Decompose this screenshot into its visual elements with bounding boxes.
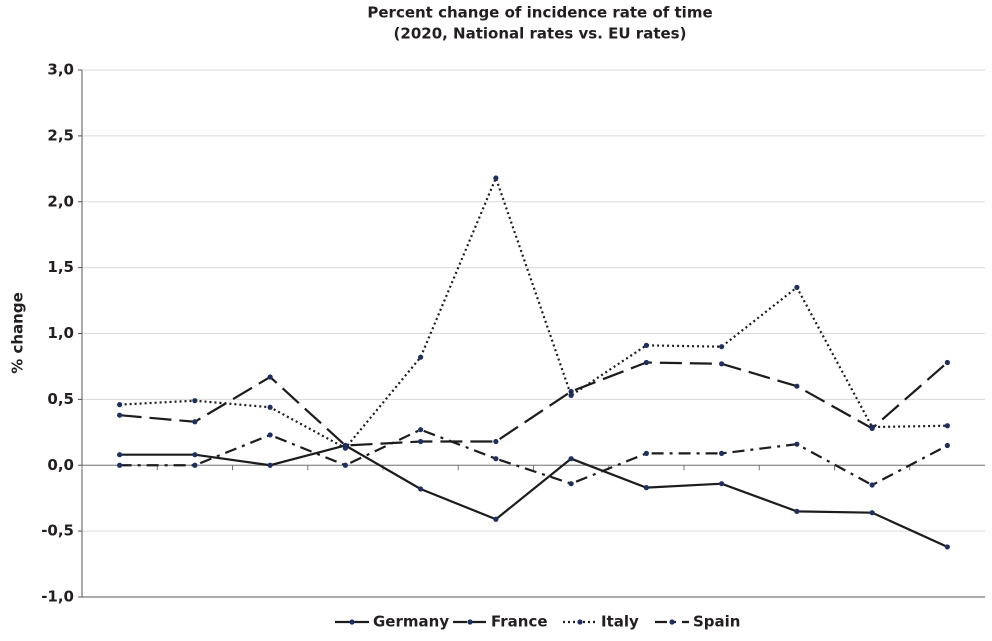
data-point <box>342 445 348 451</box>
data-point <box>192 452 198 458</box>
y-axis-label: % change <box>9 292 27 374</box>
data-point <box>493 456 499 462</box>
data-point <box>493 438 499 445</box>
data-point <box>493 516 499 522</box>
data-point <box>418 427 424 433</box>
y-tick-label: 0,0 <box>47 456 74 474</box>
data-point <box>719 361 725 367</box>
data-point <box>342 462 348 468</box>
legend-label: Germany <box>373 613 449 631</box>
series-line <box>119 174 948 450</box>
chart-subtitle: (2020, National rates vs. EU rates) <box>394 25 687 43</box>
data-point <box>267 432 273 438</box>
series-line <box>119 428 948 487</box>
data-point <box>794 383 800 389</box>
series-line <box>119 444 948 548</box>
data-point <box>719 344 725 350</box>
y-tick-label: -0,5 <box>41 522 74 540</box>
series-line <box>119 361 949 447</box>
chart-title: Percent change of incidence rate of time <box>367 4 712 22</box>
y-tick-label: 3,0 <box>47 61 74 79</box>
data-point <box>794 441 800 447</box>
data-point <box>944 544 950 550</box>
y-tick-label: 0,5 <box>47 390 74 408</box>
y-tick-label: 2,0 <box>47 192 74 210</box>
data-point <box>267 374 273 380</box>
data-point <box>568 392 574 399</box>
data-point <box>869 510 875 516</box>
data-point <box>944 359 950 366</box>
data-point <box>267 462 273 468</box>
legend-marker <box>577 619 583 625</box>
data-point <box>643 485 649 491</box>
data-point <box>192 419 198 425</box>
data-point <box>192 462 198 468</box>
data-point <box>719 450 725 456</box>
legend-marker <box>467 619 473 625</box>
legend-label: Italy <box>601 613 639 631</box>
data-point <box>418 354 424 360</box>
data-point <box>117 462 123 468</box>
legend-label: France <box>491 613 548 631</box>
data-point <box>944 423 950 429</box>
data-point <box>568 456 574 462</box>
y-tick-label: 1,0 <box>47 324 74 342</box>
data-point <box>643 450 649 456</box>
data-point <box>117 402 123 408</box>
y-tick-label: -1,0 <box>41 588 74 606</box>
data-point <box>117 452 123 458</box>
data-point <box>493 175 499 181</box>
data-point <box>267 404 273 410</box>
data-point <box>794 284 800 290</box>
data-point <box>568 481 574 487</box>
y-tick-label: 1,5 <box>47 258 74 276</box>
data-point <box>944 442 950 449</box>
data-point <box>192 398 198 404</box>
data-point <box>719 481 725 487</box>
y-tick-label: 2,5 <box>47 126 74 144</box>
legend-marker <box>669 619 675 625</box>
legend-label: Spain <box>693 613 740 631</box>
data-point <box>794 508 800 514</box>
legend-marker <box>349 619 355 625</box>
data-point <box>869 482 875 488</box>
data-point <box>643 359 649 366</box>
data-point <box>117 412 123 418</box>
data-point <box>418 438 424 445</box>
data-point <box>643 342 649 348</box>
data-point <box>418 486 424 492</box>
data-point <box>869 424 875 430</box>
